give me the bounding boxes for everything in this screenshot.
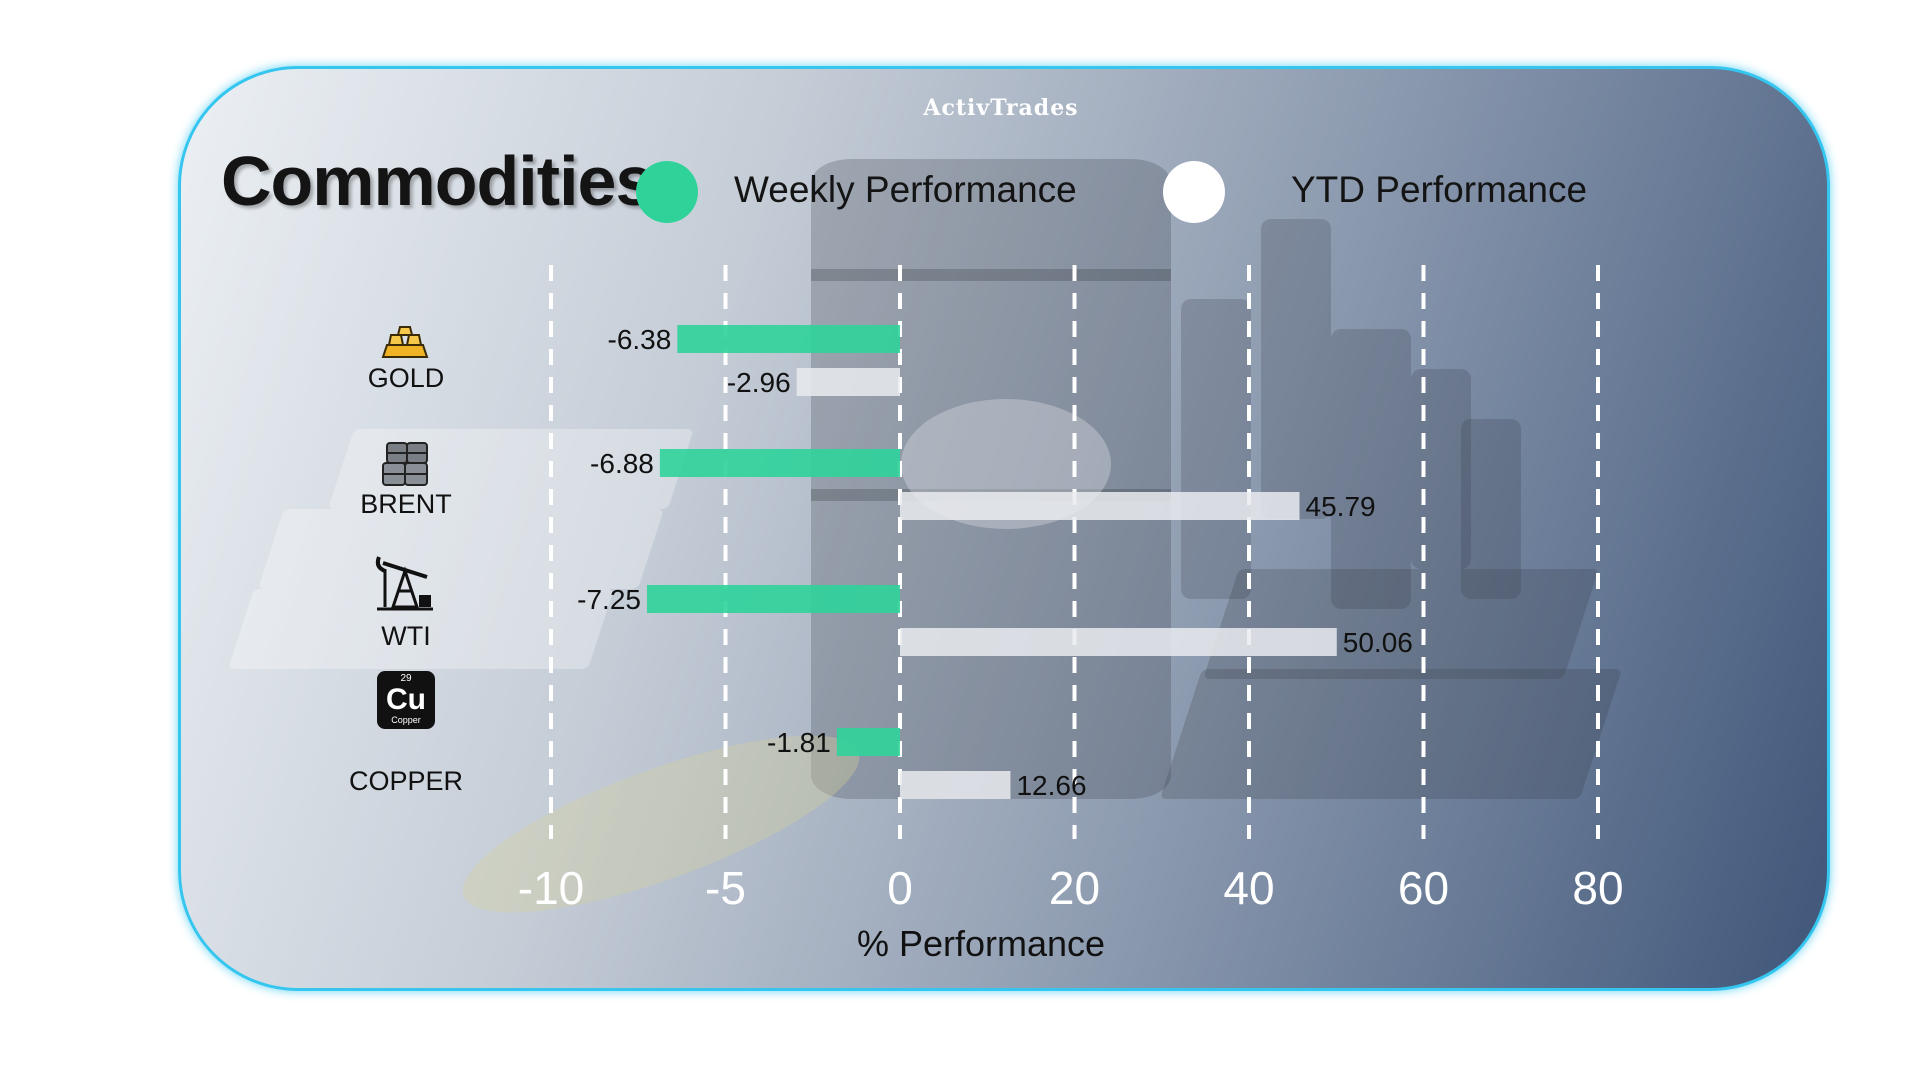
weekly-bar: [659, 449, 900, 477]
legend-ytd-swatch: [1163, 161, 1225, 223]
bar-value-label: 12.66: [1016, 770, 1086, 801]
x-tick-label: 80: [1572, 862, 1623, 914]
weekly-bar: [836, 728, 900, 756]
category-label-wti: WTI: [381, 621, 431, 651]
x-tick-label: 40: [1223, 862, 1274, 914]
legend-weekly-swatch: [636, 161, 698, 223]
oil-barrels-icon: [381, 441, 431, 492]
pipe-image: [1461, 419, 1521, 599]
legend-weekly-label: Weekly Performance: [734, 169, 1077, 210]
copper-caption: Copper: [391, 715, 421, 725]
chart-card: ActivTrades Commodities Weekly Performan…: [178, 66, 1830, 991]
pipe-image: [1331, 329, 1411, 609]
x-tick-label: 0: [887, 862, 913, 914]
x-tick-label: 60: [1398, 862, 1449, 914]
bar-value-label: 45.79: [1306, 491, 1376, 522]
bar-chart-plot: -10 -5 0 20 40 60 80 % Performance -6.38 -6.88 -7.…: [518, 265, 1624, 964]
bar-value-label: -6.38: [608, 324, 672, 355]
gold-bars-icon: [379, 325, 431, 366]
chart-title: Commodities: [221, 142, 654, 220]
category-label-gold: GOLD: [367, 363, 445, 393]
x-tick-label: -5: [705, 862, 746, 914]
oil-barrel-image: [811, 159, 1171, 799]
legend-ytd-label: YTD Performance: [1291, 169, 1588, 210]
bar-value-label: -1.81: [767, 727, 831, 758]
bar-value-label: -2.96: [727, 367, 791, 398]
category-label-brent: BRENT: [360, 489, 452, 519]
pipe-image: [1411, 369, 1471, 569]
bar-value-label: -6.88: [590, 448, 654, 479]
pipe-image: [1181, 299, 1251, 599]
ytd-bar: [900, 771, 1011, 799]
weekly-bar: [677, 325, 900, 353]
pipe-image: [1261, 219, 1331, 519]
copper-atomic-number: 29: [400, 673, 412, 684]
x-axis-label: % Performance: [857, 923, 1105, 964]
ytd-bar: [796, 368, 900, 396]
category-label-copper: COPPER: [348, 766, 464, 796]
weekly-bar: [646, 585, 900, 613]
brand-logo: ActivTrades: [923, 95, 1079, 121]
copper-element-icon: 29 Cu Copper: [377, 671, 435, 729]
x-tick-label: -10: [518, 862, 584, 914]
bar-value-label: -7.25: [577, 584, 641, 615]
ytd-bar: [900, 628, 1337, 656]
copper-symbol: Cu: [386, 683, 426, 716]
oil-pump-icon: [375, 555, 435, 616]
ytd-bar: [900, 492, 1300, 520]
bar-value-label: 50.06: [1343, 627, 1413, 658]
x-tick-label: 20: [1049, 862, 1100, 914]
